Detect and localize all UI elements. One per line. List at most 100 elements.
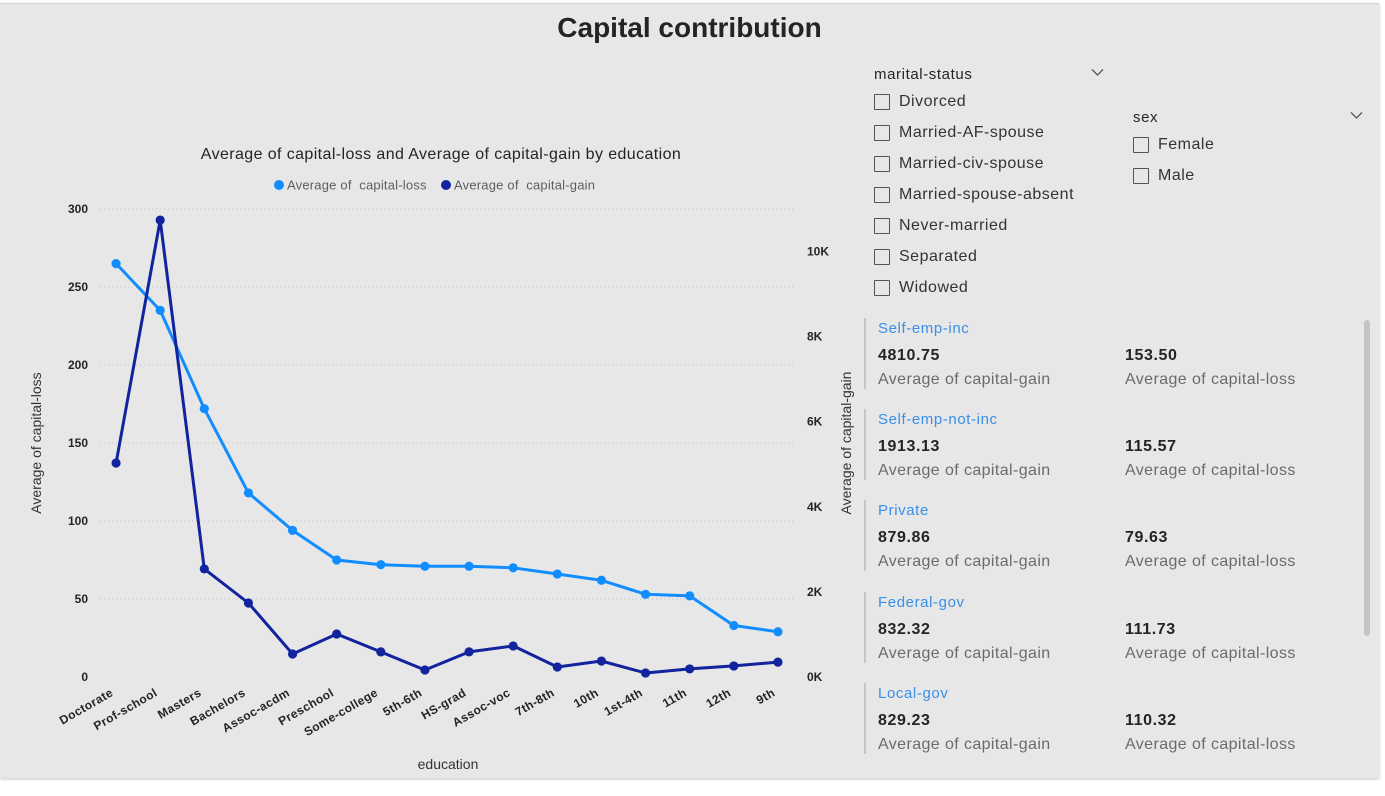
data-point-capital-loss[interactable] [729,620,739,631]
data-point-capital-gain[interactable] [464,647,474,657]
data-point-capital-loss[interactable] [685,591,695,601]
y-axis-title-left: Average of capital-loss [28,372,44,513]
data-point-capital-loss[interactable] [155,305,165,315]
legend-marker-capital-loss[interactable] [274,180,284,190]
left-axis-tick-label: 250 [68,280,88,294]
data-point-capital-gain[interactable] [685,664,695,674]
data-point-capital-gain[interactable] [552,662,562,672]
x-axis-category-label: 1st-4th [602,685,645,718]
checkbox[interactable] [874,94,890,110]
data-point-capital-gain[interactable] [596,656,607,666]
data-point-capital-loss[interactable] [508,563,518,573]
checkbox[interactable] [874,280,890,296]
slicer-item-married-spouse-absent[interactable]: Married-spouse-absent [874,185,1074,205]
data-point-capital-gain[interactable] [376,647,386,657]
data-point-capital-loss[interactable] [596,575,607,585]
slicer-item-male[interactable]: Male [1133,166,1195,186]
data-point-capital-gain[interactable] [199,564,209,574]
card-loss-value: 111.73 [1125,621,1176,638]
data-point-capital-loss[interactable] [287,525,298,535]
legend-label-capital-gain[interactable]: Average of capital-gain [454,178,595,193]
legend[interactable]: Average of capital-loss Average of capit… [274,178,595,193]
slicer-header[interactable]: sex [1133,109,1159,126]
card-row[interactable]: Private 879.86 Average of capital-gain 7… [864,500,1360,572]
data-point-capital-loss[interactable] [111,259,121,269]
data-point-capital-gain[interactable] [729,661,739,671]
report-canvas [0,3,1379,778]
card-row[interactable]: Self-emp-inc 4810.75 Average of capital-… [864,318,1360,390]
legend-marker-capital-gain[interactable] [441,180,451,190]
data-point-capital-loss[interactable] [552,569,562,579]
data-point-capital-loss[interactable] [199,404,209,414]
card-loss-label: Average of capital-loss [1125,645,1296,662]
checkbox[interactable] [874,249,890,265]
x-axis-category-label: 9th [754,685,778,707]
card-loss-value: 115.57 [1125,438,1177,455]
card-loss-label: Average of capital-loss [1125,371,1296,388]
data-point-capital-loss[interactable] [243,488,254,498]
slicer-item-separated[interactable]: Separated [874,247,977,267]
chart-title: Average of capital-loss and Average of c… [201,146,681,163]
checkbox[interactable] [1133,137,1149,153]
checkbox[interactable] [874,187,890,203]
slicer-item-married-civ-spouse[interactable]: Married-civ-spouse [874,154,1044,174]
right-axis-tick-label: 0K [807,670,823,684]
slicer-item-never-married[interactable]: Never-married [874,216,1008,236]
left-axis-tick-label: 300 [68,202,88,216]
data-point-capital-gain[interactable] [420,665,430,675]
checkbox[interactable] [1133,168,1149,184]
slicer-item-divorced[interactable]: Divorced [874,92,966,112]
slicer-item-label: Widowed [899,279,969,296]
card-loss-value: 110.32 [1125,712,1177,729]
left-axis-tick-label: 0 [81,670,88,684]
data-point-capital-gain[interactable] [332,629,342,639]
series-line-capital-loss[interactable] [114,262,780,634]
data-point-capital-loss[interactable] [464,561,474,571]
data-point-capital-gain[interactable] [287,649,298,659]
card-loss-label: Average of capital-loss [1125,462,1296,479]
card-accent-bar [864,592,866,663]
series-line-capital-gain[interactable] [114,218,780,675]
x-axis-category-label: 7th-8th [513,685,557,719]
card-category: Self-emp-not-inc [878,411,998,428]
checkbox[interactable] [874,156,890,172]
data-point-capital-loss[interactable] [773,627,783,637]
slicer-header[interactable]: marital-status [874,66,973,83]
data-point-capital-gain[interactable] [243,598,254,608]
card-row[interactable]: Self-emp-not-inc 1913.13 Average of capi… [864,409,1360,481]
slicer-item-widowed[interactable]: Widowed [874,278,968,298]
card-gain-label: Average of capital-gain [878,371,1051,388]
data-point-capital-loss[interactable] [420,561,430,571]
right-axis-tick-label: 6K [807,415,823,429]
card-gain-value: 829.23 [878,712,931,729]
page-title: Capital contribution [557,12,822,43]
card-row[interactable]: Local-gov 829.23 Average of capital-gain… [864,683,1360,755]
data-point-capital-gain[interactable] [111,458,121,468]
data-point-capital-gain[interactable] [773,657,783,667]
slicer-item-female[interactable]: Female [1133,135,1214,155]
slicer-item-label: Married-spouse-absent [899,186,1075,203]
card-gain-value: 879.86 [878,529,931,546]
data-point-capital-gain[interactable] [508,641,518,651]
left-axis-tick-label: 50 [75,592,89,606]
card-gain-label: Average of capital-gain [878,553,1051,570]
checkbox[interactable] [874,125,890,141]
data-point-capital-loss[interactable] [640,589,651,599]
slicer-item-label: Married-AF-spouse [899,124,1045,141]
plot-area[interactable] [111,215,783,678]
checkbox[interactable] [874,218,890,234]
legend-label-capital-loss[interactable]: Average of capital-loss [287,178,427,193]
line-chart[interactable]: Average of capital-loss and Average of c… [0,0,860,796]
card-loss-value: 79.63 [1125,529,1169,546]
y-axis-title-right: Average of capital-gain [838,372,854,515]
data-point-capital-loss[interactable] [376,560,386,570]
chevron-down-icon[interactable] [1091,68,1104,77]
data-point-capital-gain[interactable] [640,668,651,678]
card-gain-value: 832.32 [878,621,931,638]
card-row[interactable]: Federal-gov 832.32 Average of capital-ga… [864,592,1360,664]
data-point-capital-gain[interactable] [155,215,165,225]
slicer-item-married-af-spouse[interactable]: Married-AF-spouse [874,123,1044,143]
card-scrollbar[interactable] [1364,320,1370,636]
chevron-down-icon[interactable] [1350,111,1363,120]
data-point-capital-loss[interactable] [332,555,342,565]
